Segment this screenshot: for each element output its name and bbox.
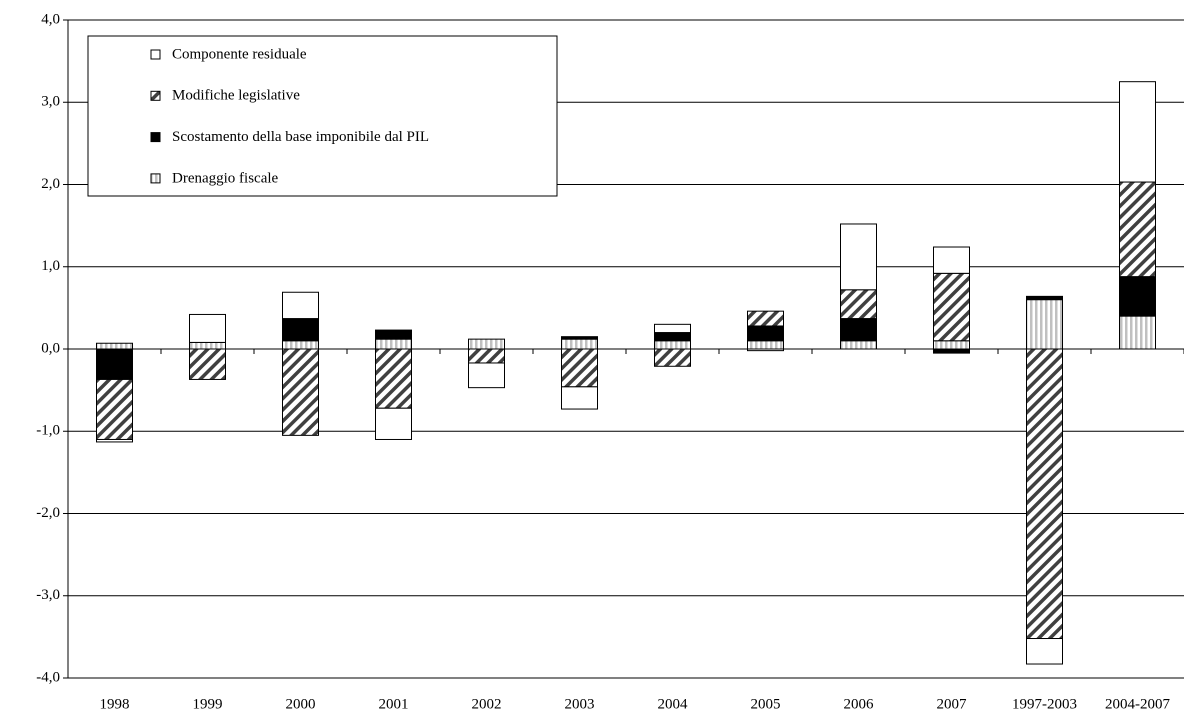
bar-segment [189, 341, 226, 350]
legend-label: Scostamento della base imponibile dal PI… [172, 129, 429, 145]
y-tick-label: -2,0 [36, 505, 60, 521]
bar-segment [840, 318, 877, 342]
bar-segment [96, 342, 133, 350]
bar-segment [654, 332, 691, 342]
y-tick-label: 1,0 [41, 258, 60, 274]
bar-segment [96, 378, 133, 440]
bar-segment [96, 348, 133, 380]
x-tick-label: 2006 [844, 696, 875, 712]
bar-segment [282, 348, 319, 436]
legend-swatch [150, 173, 161, 184]
bar-segment [1119, 276, 1156, 317]
bar-segment [747, 310, 784, 327]
bar-segment [1119, 81, 1156, 183]
bar-segment [561, 348, 598, 388]
x-tick-label: 1998 [100, 696, 130, 712]
bar-segment [654, 340, 691, 350]
x-tick-label: 2003 [565, 696, 595, 712]
x-tick-label: 2007 [937, 696, 968, 712]
bar-segment [1119, 315, 1156, 350]
x-tick-label: 2004-2007 [1105, 696, 1170, 712]
legend-swatch [150, 49, 161, 60]
bar-segment [189, 348, 226, 380]
bar-segment [282, 340, 319, 350]
y-tick-label: 2,0 [41, 176, 60, 192]
x-tick-label: 2000 [286, 696, 316, 712]
bar-segment [96, 438, 133, 443]
bar-segment [654, 348, 691, 367]
bar-segment [375, 329, 412, 340]
legend: Componente residuale Modifiche legislativ… [87, 35, 558, 197]
x-tick-label: 2002 [472, 696, 502, 712]
legend-label: Drenaggio fiscale [172, 170, 279, 186]
bar-segment [1026, 348, 1063, 640]
bar-segment [840, 340, 877, 350]
bar-segment [933, 272, 970, 342]
legend-swatch [150, 132, 161, 143]
legend-label: Modifiche legislative [172, 88, 300, 104]
bar-segment [561, 338, 598, 350]
bar-segment [561, 336, 598, 340]
x-tick-label: 2004 [658, 696, 689, 712]
bar-segment [468, 348, 505, 364]
x-tick-label: 1997-2003 [1012, 696, 1077, 712]
bar-segment [189, 313, 226, 343]
legend-label: Componente residuale [172, 46, 307, 62]
legend-swatch [150, 90, 161, 101]
y-tick-label: 4,0 [41, 11, 60, 27]
y-tick-label: -4,0 [36, 669, 60, 685]
bar-segment [1026, 638, 1063, 665]
y-tick-label: -3,0 [36, 587, 60, 603]
bar-segment [375, 407, 412, 440]
bar-segment [561, 386, 598, 410]
bar-segment [1119, 181, 1156, 278]
y-tick-label: 0,0 [41, 340, 60, 356]
bar-segment [468, 338, 505, 350]
bar-segment [1026, 299, 1063, 350]
bar-segment [468, 362, 505, 389]
bar-segment [747, 340, 784, 350]
bar-segment [654, 323, 691, 334]
x-tick-label: 1999 [193, 696, 223, 712]
y-tick-label: 3,0 [41, 94, 60, 110]
x-tick-label: 2001 [379, 696, 409, 712]
bar-segment [933, 348, 970, 354]
bar-segment [840, 289, 877, 320]
bar-segment [933, 340, 970, 350]
bar-segment [933, 246, 970, 274]
bar-segment [840, 223, 877, 291]
bar-segment [375, 338, 412, 350]
bar-segment [375, 348, 412, 409]
bar-segment [747, 325, 784, 342]
bar-segment [747, 348, 784, 352]
bar-segment [282, 291, 319, 320]
bar-segment [1026, 295, 1063, 301]
legend-box [87, 35, 558, 197]
bar-segment [282, 318, 319, 342]
y-tick-label: -1,0 [36, 423, 60, 439]
x-tick-label: 2005 [751, 696, 781, 712]
